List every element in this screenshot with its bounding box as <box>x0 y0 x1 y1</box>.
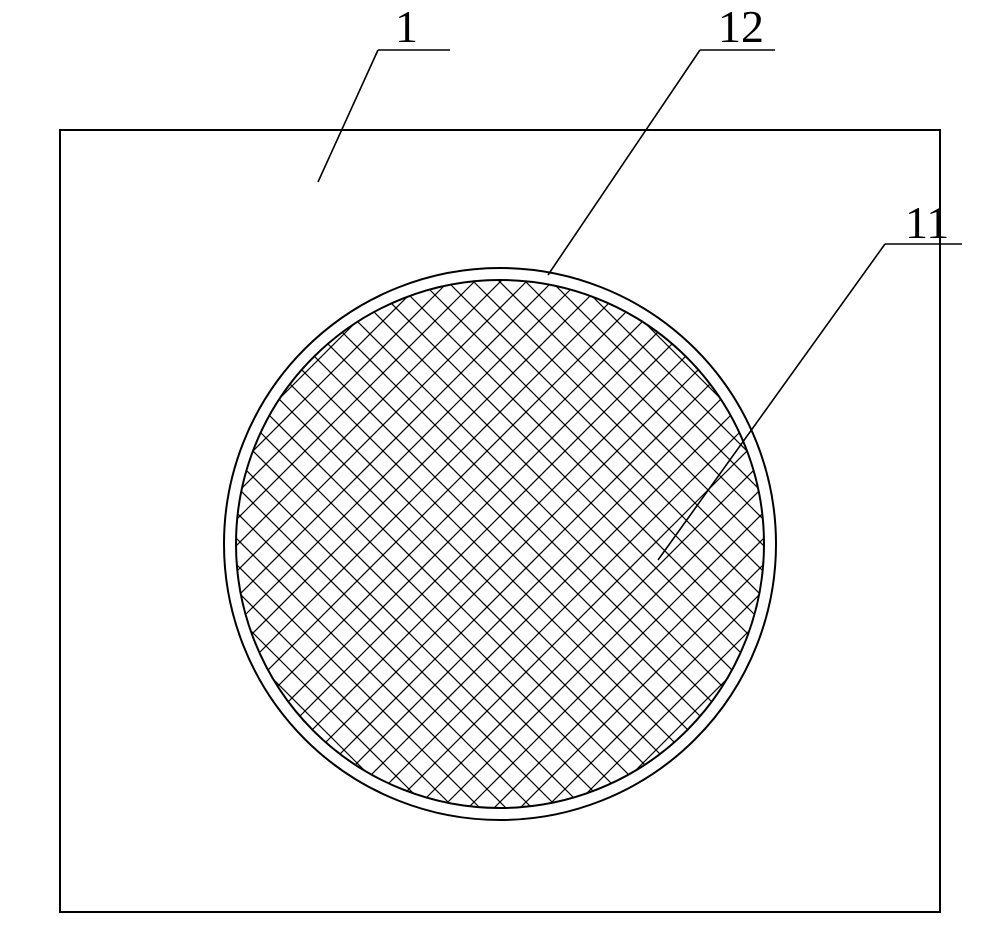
label-1-text: 1 <box>395 1 418 52</box>
outer-plate <box>60 130 940 912</box>
label-1-leader <box>318 50 378 182</box>
label-11-text: 11 <box>905 197 949 248</box>
crosshatch-region <box>226 0 774 935</box>
label-12-leader <box>548 50 700 275</box>
technical-diagram: 1 12 11 <box>0 0 1000 935</box>
ring-outer-edge <box>224 268 776 820</box>
label-12-text: 12 <box>718 1 764 52</box>
